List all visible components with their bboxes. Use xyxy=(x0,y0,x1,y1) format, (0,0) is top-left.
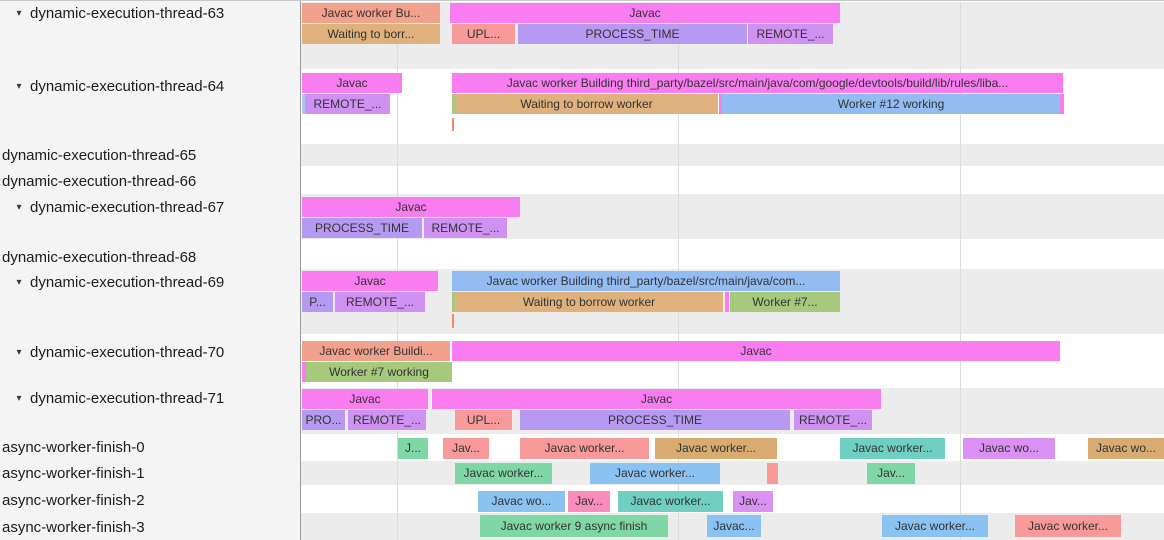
timeline-event-bar[interactable]: Javac worker 9 async finish xyxy=(480,515,668,537)
timeline-event-bar[interactable]: REMOTE_... xyxy=(348,410,426,430)
timeline-event-bar[interactable]: REMOTE_... xyxy=(305,94,390,114)
timeline-event-bar[interactable]: Javac wo... xyxy=(963,438,1055,459)
timeline-event-bar[interactable]: Jav... xyxy=(867,463,915,484)
track-label-text: dynamic-execution-thread-69 xyxy=(30,274,225,291)
counter-tick-marker[interactable] xyxy=(452,314,454,328)
timeline-event-bar[interactable]: Jav... xyxy=(443,438,489,459)
timeline-event-bar[interactable]: Javac worker... xyxy=(882,515,988,537)
timeline-event-bar[interactable]: Waiting to borrow worker xyxy=(455,94,718,114)
track-label-async-worker-finish-0: async-worker-finish-0 xyxy=(0,438,145,458)
timeline-event-bar[interactable]: Javac worker Building third_party/bazel/… xyxy=(452,271,840,291)
timeline-event-bar[interactable]: PROCESS_TIME xyxy=(302,218,422,238)
track-label-dynamic-execution-thread-66: dynamic-execution-thread-66 xyxy=(0,172,196,192)
track-label-dynamic-execution-thread-67[interactable]: ▾ dynamic-execution-thread-67 xyxy=(0,198,224,218)
timeline-event-sliver[interactable] xyxy=(302,362,306,382)
collapse-triangle-icon[interactable]: ▾ xyxy=(16,277,22,288)
timeline-event-bar[interactable]: Javac xyxy=(302,73,402,93)
timeline-event-bar[interactable]: Javac worker... xyxy=(455,463,552,484)
track-label-dynamic-execution-thread-69[interactable]: ▾ dynamic-execution-thread-69 xyxy=(0,273,224,293)
timeline-event-bar[interactable]: P... xyxy=(302,292,333,312)
track-label-text: dynamic-execution-thread-68 xyxy=(2,249,197,266)
timeline-event-bar[interactable]: Javac worker Buildi... xyxy=(302,341,450,361)
track-label-text: dynamic-execution-thread-66 xyxy=(2,173,197,190)
track-label-async-worker-finish-1: async-worker-finish-1 xyxy=(0,464,145,484)
timeline-event-bar[interactable]: Javac worker... xyxy=(1015,515,1121,537)
track-name-sidebar: ▾ dynamic-execution-thread-63 ▾ dynamic-exe… xyxy=(0,1,301,540)
timeline-event-bar[interactable]: Javac xyxy=(302,271,438,291)
timeline-event-bar[interactable]: REMOTE_... xyxy=(335,292,425,312)
collapse-triangle-icon[interactable]: ▾ xyxy=(16,202,22,213)
timeline-event-bar[interactable]: Jav... xyxy=(568,491,610,512)
timeline-event-bar[interactable]: UPL... xyxy=(455,410,512,430)
timeline-event-bar[interactable]: Worker #7... xyxy=(730,292,840,312)
timeline-event-sliver[interactable] xyxy=(452,94,455,114)
timeline-event-bar[interactable]: Javac wo... xyxy=(478,491,565,512)
track-label-text: dynamic-execution-thread-63 xyxy=(30,5,225,22)
timeline-event-bar[interactable]: REMOTE_... xyxy=(748,24,833,44)
timeline-event-bar[interactable]: Javac worker Building third_party/bazel/… xyxy=(452,73,1063,93)
collapse-triangle-icon[interactable]: ▾ xyxy=(16,347,22,358)
timeline-event-bar[interactable]: Javac... xyxy=(707,515,761,537)
timeline-event-bar[interactable]: REMOTE_... xyxy=(424,218,507,238)
timeline-event-bar[interactable]: Waiting to borrow worker xyxy=(455,292,723,312)
timeline-event-bar[interactable]: PROCESS_TIME xyxy=(520,410,790,430)
timeline-event-bar[interactable]: Worker #7 working xyxy=(306,362,452,382)
timeline-event-bar[interactable]: Waiting to borr... xyxy=(302,24,440,44)
track-label-text: dynamic-execution-thread-71 xyxy=(30,390,225,407)
timeline-event-bar[interactable]: Javac xyxy=(302,389,428,409)
track-label-text: async-worker-finish-2 xyxy=(2,492,145,509)
time-gridline xyxy=(960,2,961,540)
track-label-text: dynamic-execution-thread-64 xyxy=(30,78,225,95)
track-label-text: async-worker-finish-0 xyxy=(2,439,145,456)
track-label-dynamic-execution-thread-68: dynamic-execution-thread-68 xyxy=(0,248,196,268)
timeline-event-sliver[interactable] xyxy=(725,292,729,312)
track-label-async-worker-finish-3: async-worker-finish-3 xyxy=(0,518,145,538)
track-label-text: dynamic-execution-thread-70 xyxy=(30,344,225,361)
counter-tick-marker[interactable] xyxy=(452,118,454,131)
timeline-event-bar[interactable]: PRO... xyxy=(302,410,345,430)
timeline-event-bar[interactable]: REMOTE_... xyxy=(794,410,872,430)
timeline-event-bar[interactable]: Worker #12 working xyxy=(722,94,1060,114)
timeline-event-sliver[interactable] xyxy=(452,292,455,312)
collapse-triangle-icon[interactable]: ▾ xyxy=(16,8,22,19)
timeline-event-bar[interactable]: Javac worker... xyxy=(590,463,720,484)
timeline-event-bar[interactable]: Javac xyxy=(432,389,881,409)
timeline-event-bar[interactable]: Javac worker... xyxy=(655,438,777,459)
track-label-text: async-worker-finish-3 xyxy=(2,519,145,536)
track-background-stripe xyxy=(301,461,1164,485)
collapse-triangle-icon[interactable]: ▾ xyxy=(16,393,22,404)
timeline-event-bar[interactable]: Javac xyxy=(302,197,520,217)
collapse-triangle-icon[interactable]: ▾ xyxy=(16,81,22,92)
track-label-async-worker-finish-2: async-worker-finish-2 xyxy=(0,491,145,511)
timeline-event-bar[interactable]: Javac wo... xyxy=(1088,438,1164,459)
track-label-dynamic-execution-thread-64[interactable]: ▾ dynamic-execution-thread-64 xyxy=(0,77,224,97)
timeline-event-sliver[interactable] xyxy=(1060,94,1064,114)
track-label-dynamic-execution-thread-70[interactable]: ▾ dynamic-execution-thread-70 xyxy=(0,343,224,363)
timeline-event-sliver[interactable] xyxy=(302,94,305,114)
timeline-event-bar[interactable]: J... xyxy=(398,438,428,459)
timeline-event-bar[interactable]: Javac worker... xyxy=(618,491,723,512)
track-label-text: async-worker-finish-1 xyxy=(2,465,145,482)
timeline-event-bar[interactable]: Javac worker... xyxy=(840,438,945,459)
timeline-event-sliver[interactable] xyxy=(767,463,778,484)
timeline-event-sliver[interactable] xyxy=(719,94,722,114)
track-label-dynamic-execution-thread-65: dynamic-execution-thread-65 xyxy=(0,146,196,166)
timeline-event-bar[interactable]: Javac xyxy=(452,341,1060,361)
timeline-event-bar[interactable]: Jav... xyxy=(733,491,773,512)
timeline-event-bar[interactable]: Javac worker... xyxy=(520,438,649,459)
track-label-dynamic-execution-thread-71[interactable]: ▾ dynamic-execution-thread-71 xyxy=(0,389,224,409)
timeline-event-bar[interactable]: Javac xyxy=(450,3,840,23)
timeline-event-bar[interactable]: UPL... xyxy=(452,24,515,44)
track-label-text: dynamic-execution-thread-65 xyxy=(2,147,197,164)
track-label-text: dynamic-execution-thread-67 xyxy=(30,199,225,216)
timeline-event-bar[interactable]: Javac worker Bu... xyxy=(302,3,440,23)
track-label-dynamic-execution-thread-63[interactable]: ▾ dynamic-execution-thread-63 xyxy=(0,4,224,24)
track-background-stripe xyxy=(301,144,1164,166)
timeline-event-bar[interactable]: PROCESS_TIME xyxy=(518,24,747,44)
